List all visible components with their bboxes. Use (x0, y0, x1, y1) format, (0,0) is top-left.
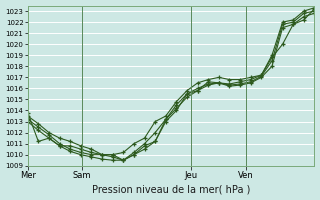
X-axis label: Pression niveau de la mer( hPa ): Pression niveau de la mer( hPa ) (92, 184, 250, 194)
